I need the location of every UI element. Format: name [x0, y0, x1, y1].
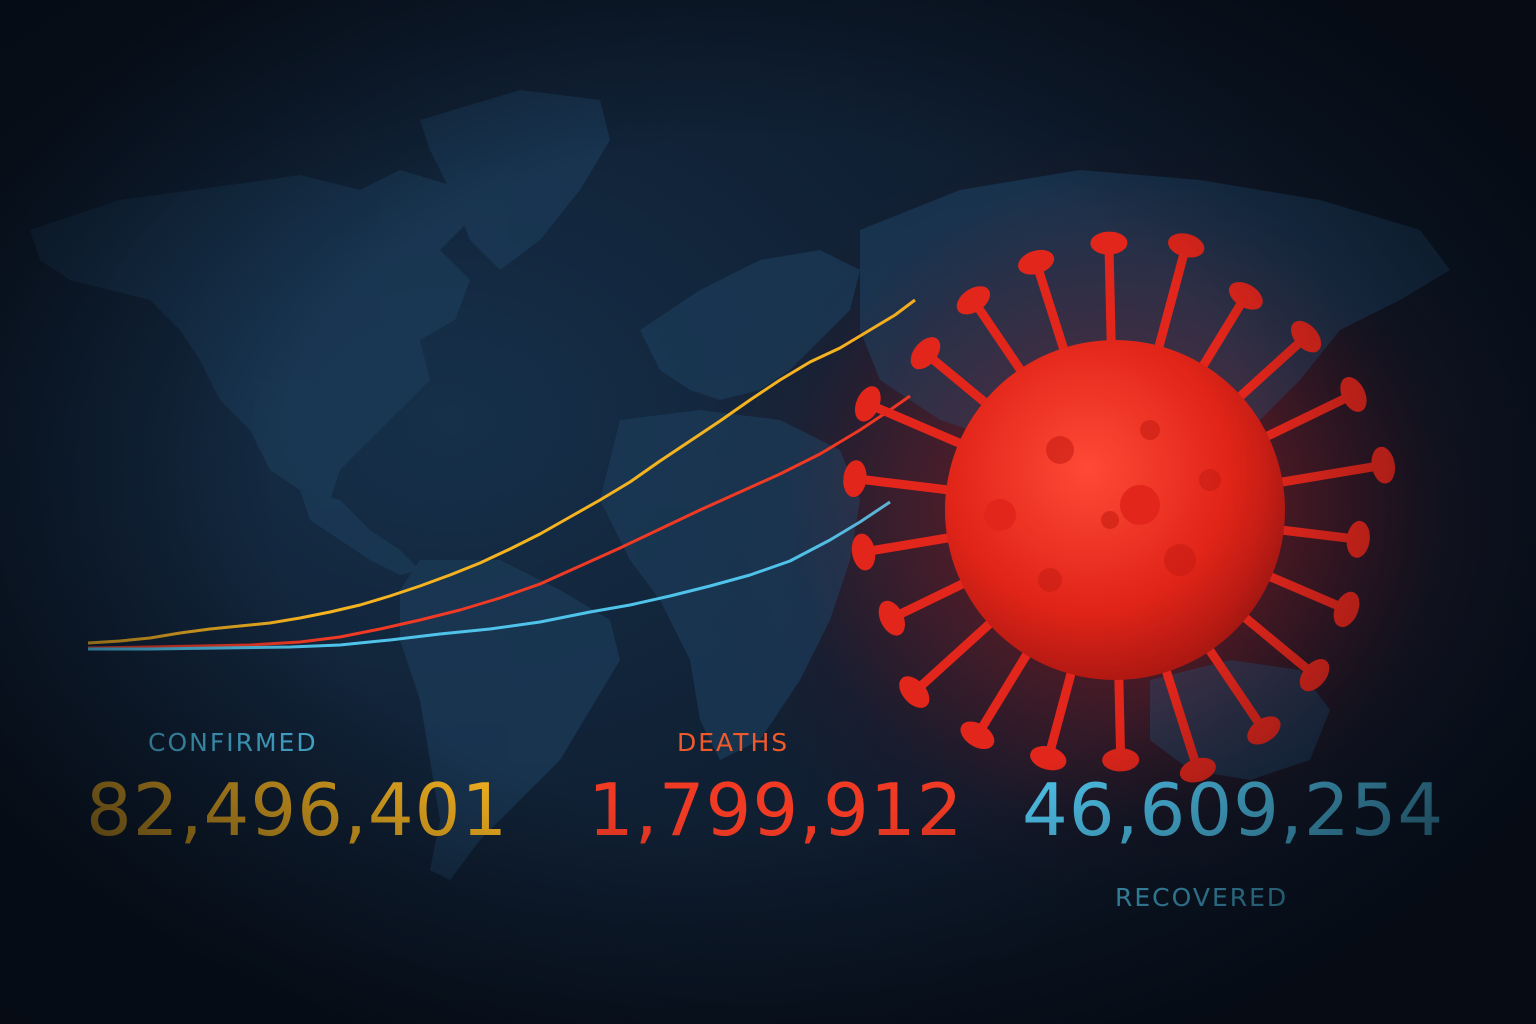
- confirmed-label: CONFIRMED: [148, 728, 318, 757]
- deaths-value: 1,799,912: [588, 768, 964, 852]
- recovered-value: 46,609,254: [1022, 768, 1445, 852]
- recovered-label: RECOVERED: [1115, 883, 1289, 912]
- deaths-label: DEATHS: [677, 728, 790, 757]
- virus-spike-cap: [1090, 231, 1128, 255]
- confirmed-value: 82,496,401: [86, 768, 509, 852]
